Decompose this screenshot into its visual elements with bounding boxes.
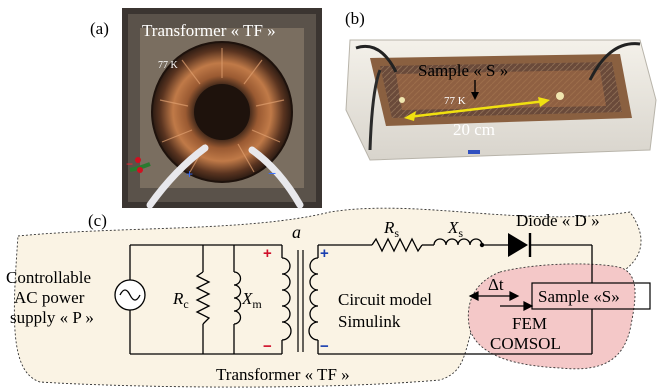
photo-minus-marker-2: − [268,165,276,181]
xs-label: Xs [447,218,463,240]
source-label-line3: supply « P » [10,308,94,327]
ac-source-symbol [114,279,146,311]
sample-label: Sample «S» [538,287,620,306]
source-label-line2: AC power [14,288,85,307]
source-label-line1: Controllable [6,268,91,287]
turns-ratio-label: a [292,222,301,242]
photo-minus-marker: − [126,157,133,171]
rs-label: Rs [383,218,399,240]
sample-photo [345,39,657,161]
simulink-region [13,207,642,388]
node-dot [479,242,485,248]
transformer-label: Transformer « TF » [216,365,350,384]
secondary-minus-marker: − [320,338,329,355]
diode-symbol [508,233,532,257]
sample-box [531,282,651,310]
primary-wires [129,244,283,355]
fem-label-1: FEM [512,314,547,333]
secondary-plus-marker: + [320,245,329,262]
diode-label: Diode « D » [516,211,600,230]
rs-resistor [371,237,423,253]
panel-b-label: (b) [345,9,365,28]
primary-plus-marker: + [263,245,272,262]
circuit-model-label-1: Circuit model [338,290,432,309]
photo-plus-marker: + [186,167,193,181]
secondary-coil [308,257,319,341]
rc-label: Rc [172,289,189,311]
fem-region [467,263,636,370]
delta-t-label: Δt [488,275,504,294]
panel-b-temperature: 77 K [444,95,466,107]
panel-b: (b) Sample « S » 77 K 20 cm [345,9,657,161]
transformer-photo: − + − [122,8,322,209]
panel-c-label: (c) [88,211,107,230]
panel-a-title: Transformer « TF » [142,21,276,40]
panel-b-length: 20 cm [453,120,495,139]
panel-a-temperature: 77 K [158,60,179,71]
primary-coil [281,257,292,341]
xm-label: Xm [241,289,262,311]
secondary-wires [317,244,593,355]
panel-a-label: (a) [90,19,109,38]
primary-minus-marker: − [263,338,272,355]
delta-t-arrows [468,291,534,311]
circuit-model-label-2: Simulink [338,312,401,331]
xm-inductor [233,271,242,325]
panel-a: (a) [90,8,322,209]
panel-c: (c) [6,207,651,388]
xs-inductor [433,238,483,246]
fem-label-2: COMSOL [490,334,561,353]
rc-resistor [195,271,211,325]
panel-b-title: Sample « S » [418,61,508,80]
